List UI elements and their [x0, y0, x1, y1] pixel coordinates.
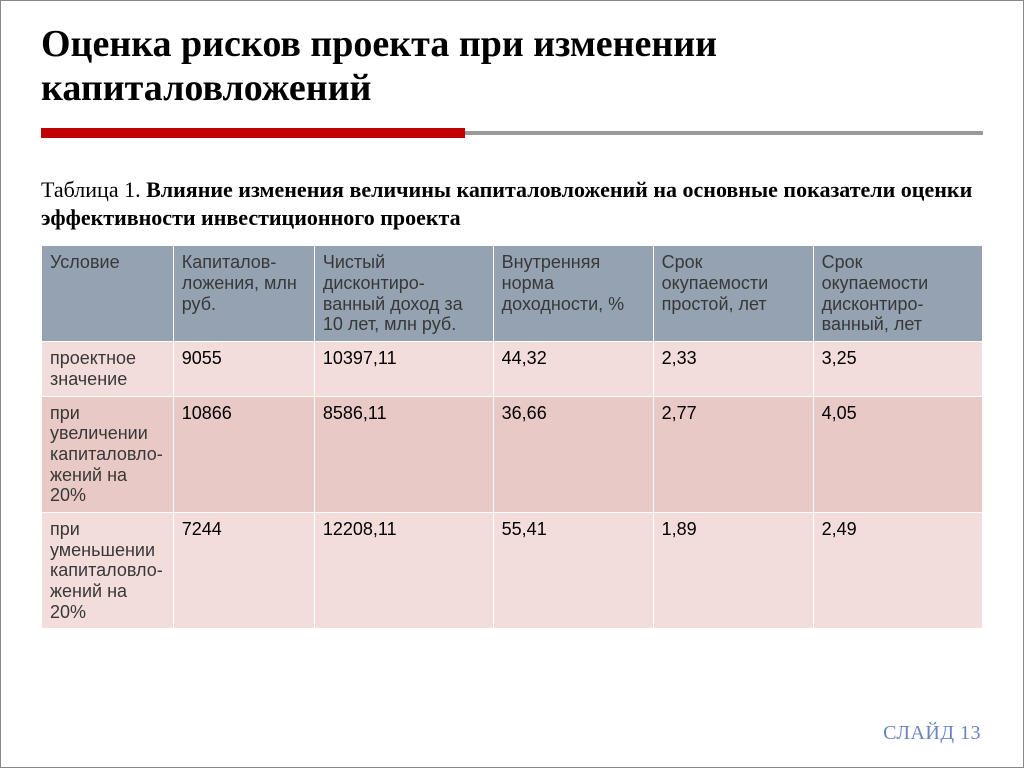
row-label: при увеличении капиталовло-жений на 20%: [42, 396, 174, 512]
slide: Оценка рисков проекта при изменении капи…: [1, 1, 1023, 767]
accent-bar: [41, 128, 983, 138]
cell: 10866: [173, 396, 314, 512]
cell: 44,32: [493, 342, 653, 396]
caption-bold: Влияние изменения величины капиталовложе…: [41, 177, 972, 230]
cell: 4,05: [813, 396, 982, 512]
slide-number: СЛАЙД 13: [883, 722, 981, 745]
col-header: Срок окупаемости простой, лет: [653, 246, 813, 342]
cell: 2,33: [653, 342, 813, 396]
cell: 9055: [173, 342, 314, 396]
cell: 55,41: [493, 512, 653, 628]
accent-red: [41, 128, 465, 138]
cell: 2,49: [813, 512, 982, 628]
col-header: Чистый дисконтиро-ванный доход за 10 лет…: [314, 246, 493, 342]
slide-title: Оценка рисков проекта при изменении капи…: [41, 23, 983, 110]
cell: 1,89: [653, 512, 813, 628]
col-header: Срок окупаемости дисконтиро-ванный, лет: [813, 246, 982, 342]
risk-table: УсловиеКапиталов-ложения, млн руб.Чистый…: [41, 245, 983, 629]
table-head: УсловиеКапиталов-ложения, млн руб.Чистый…: [42, 246, 983, 342]
table-row: проектное значение905510397,1144,322,333…: [42, 342, 983, 396]
caption-prefix: Таблица 1.: [41, 177, 146, 202]
col-header: Капиталов-ложения, млн руб.: [173, 246, 314, 342]
cell: 8586,11: [314, 396, 493, 512]
row-label: проектное значение: [42, 342, 174, 396]
cell: 36,66: [493, 396, 653, 512]
col-header: Внутренняя норма доходности, %: [493, 246, 653, 342]
cell: 3,25: [813, 342, 982, 396]
cell: 12208,11: [314, 512, 493, 628]
table-row: при увеличении капиталовло-жений на 20%1…: [42, 396, 983, 512]
accent-grey: [465, 131, 983, 135]
table-body: проектное значение905510397,1144,322,333…: [42, 342, 983, 629]
cell: 2,77: [653, 396, 813, 512]
table-row: при уменьшении капиталовло-жений на 20%7…: [42, 512, 983, 628]
cell: 10397,11: [314, 342, 493, 396]
col-header: Условие: [42, 246, 174, 342]
header-row: УсловиеКапиталов-ложения, млн руб.Чистый…: [42, 246, 983, 342]
table-caption: Таблица 1. Влияние изменения величины ка…: [41, 176, 983, 231]
cell: 7244: [173, 512, 314, 628]
row-label: при уменьшении капиталовло-жений на 20%: [42, 512, 174, 628]
